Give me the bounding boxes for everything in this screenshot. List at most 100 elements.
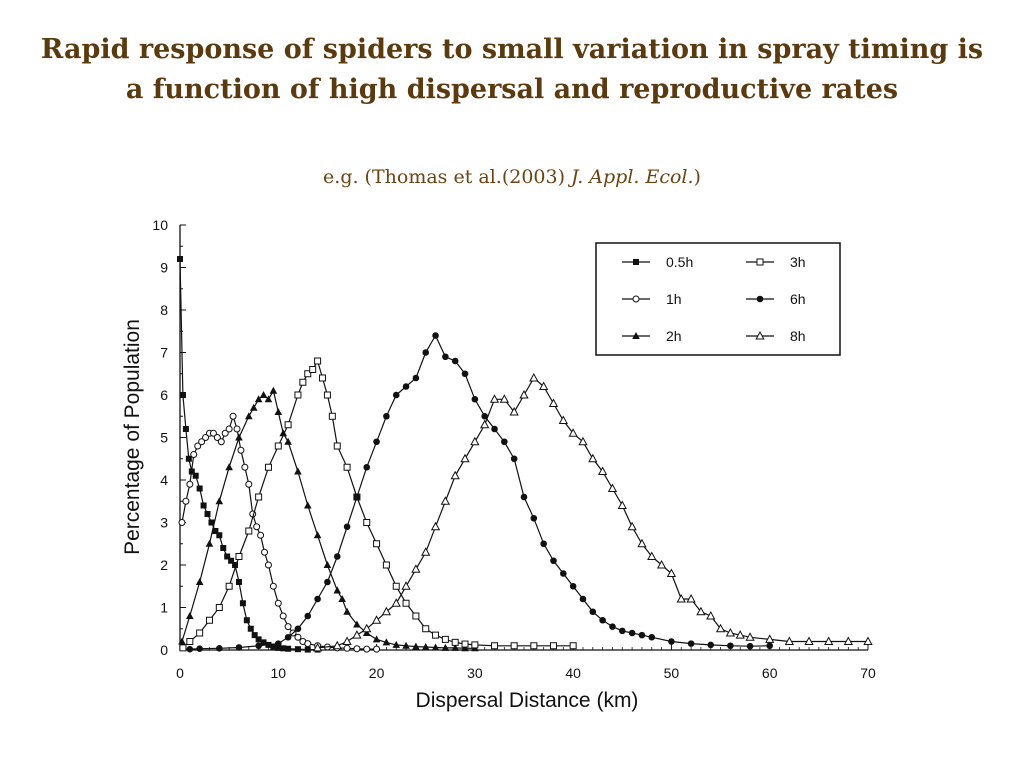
legend-marker-3h (756, 258, 764, 266)
data-point-8h (332, 640, 342, 650)
data-point-6h (422, 349, 430, 356)
data-point-8h (480, 419, 490, 429)
data-point-3h (373, 540, 381, 548)
data-point-6h (599, 616, 606, 624)
data-point-0_5h (220, 545, 227, 551)
y-axis-label: Percentage of Population (121, 319, 144, 555)
data-point-2h (343, 607, 351, 615)
subtitle-journal: J. Appl. Ecol. (571, 166, 694, 188)
data-point-2h (412, 642, 420, 650)
data-point-0_5h (243, 617, 250, 624)
data-point-6h (432, 332, 439, 339)
data-point-6h (648, 633, 656, 641)
data-point-2h (215, 497, 224, 505)
data-point-6h (324, 578, 331, 586)
data-point-2h (269, 386, 278, 394)
data-point-2h (441, 643, 450, 651)
data-point-6h (451, 357, 459, 365)
data-point-6h (235, 644, 243, 651)
data-point-2h (294, 467, 302, 475)
data-point-2h (333, 586, 342, 594)
data-point-3h (328, 412, 336, 420)
y-tick-label: 7 (160, 345, 168, 361)
data-point-6h (216, 645, 223, 652)
data-point-3h (549, 642, 557, 650)
data-point-8h (696, 606, 706, 616)
data-point-1h (294, 633, 302, 641)
data-point-2h (279, 429, 287, 437)
series-line-3h (182, 359, 574, 649)
data-point-2h (392, 640, 401, 648)
legend-marker-6h (756, 295, 764, 303)
data-point-6h (373, 438, 380, 446)
data-point-6h (333, 553, 341, 560)
data-point-1h (190, 451, 198, 458)
x-tick-label: 60 (762, 665, 778, 681)
data-point-3h (343, 463, 351, 471)
data-point-8h (539, 381, 549, 390)
data-point-8h (863, 636, 873, 645)
data-point-8h (637, 538, 647, 548)
data-point-2h (245, 412, 253, 420)
data-point-8h (597, 466, 608, 475)
data-point-6h (343, 523, 351, 531)
data-point-0_5h (212, 528, 219, 534)
data-point-0_5h (179, 392, 186, 398)
data-point-1h (343, 644, 351, 652)
subtitle-close: ) (693, 166, 701, 188)
x-tick-label: 40 (565, 665, 581, 681)
y-tick-label: 3 (160, 515, 168, 531)
data-point-8h (607, 483, 618, 492)
data-point-2h (235, 433, 243, 441)
data-point-3h (392, 582, 400, 590)
data-point-3h (205, 616, 213, 624)
data-point-6h (284, 633, 292, 641)
data-point-0_5h (255, 636, 262, 643)
legend-label-6h: 6h (790, 291, 806, 307)
y-tick-label: 5 (160, 430, 168, 446)
data-point-2h (461, 644, 469, 652)
data-point-1h (304, 640, 312, 648)
data-point-6h (766, 642, 774, 650)
data-point-3h (186, 638, 194, 645)
data-point-6h (461, 370, 469, 378)
data-point-3h (319, 374, 327, 382)
data-point-2h (338, 595, 346, 602)
data-point-3h (314, 357, 322, 365)
data-point-8h (470, 436, 480, 446)
data-point-3h (225, 582, 233, 590)
data-point-8h (529, 372, 539, 382)
data-point-2h (249, 403, 258, 411)
series-2h (178, 386, 479, 652)
y-tick-label: 4 (160, 472, 168, 488)
data-point-0_5h (270, 643, 277, 650)
data-point-8h (588, 453, 598, 463)
data-point-8h (499, 394, 509, 403)
data-point-0_5h (224, 553, 231, 560)
data-point-3h (215, 604, 223, 611)
data-point-0_5h (239, 600, 246, 607)
y-tick-label: 6 (160, 387, 168, 403)
data-point-3h (510, 642, 518, 650)
data-point-8h (430, 521, 441, 531)
data-point-0_5h (192, 472, 199, 479)
data-point-8h (568, 428, 578, 437)
data-point-6h (186, 645, 194, 653)
data-point-8h (706, 610, 716, 620)
data-point-0_5h (177, 256, 183, 262)
data-point-8h (509, 406, 519, 416)
data-point-8h (440, 496, 451, 505)
data-point-3h (304, 370, 312, 378)
y-tick-label: 10 (152, 217, 168, 233)
series-0_5h (177, 256, 321, 653)
data-point-2h (274, 408, 283, 415)
data-point-6h (412, 374, 420, 382)
data-point-6h (402, 383, 410, 390)
legend-label-3h: 3h (790, 254, 806, 270)
data-point-3h (491, 642, 499, 650)
data-point-6h (707, 641, 715, 649)
data-point-6h (550, 557, 557, 565)
y-tick-label: 8 (160, 302, 168, 318)
data-point-3h (441, 635, 449, 643)
data-point-8h (617, 500, 627, 509)
